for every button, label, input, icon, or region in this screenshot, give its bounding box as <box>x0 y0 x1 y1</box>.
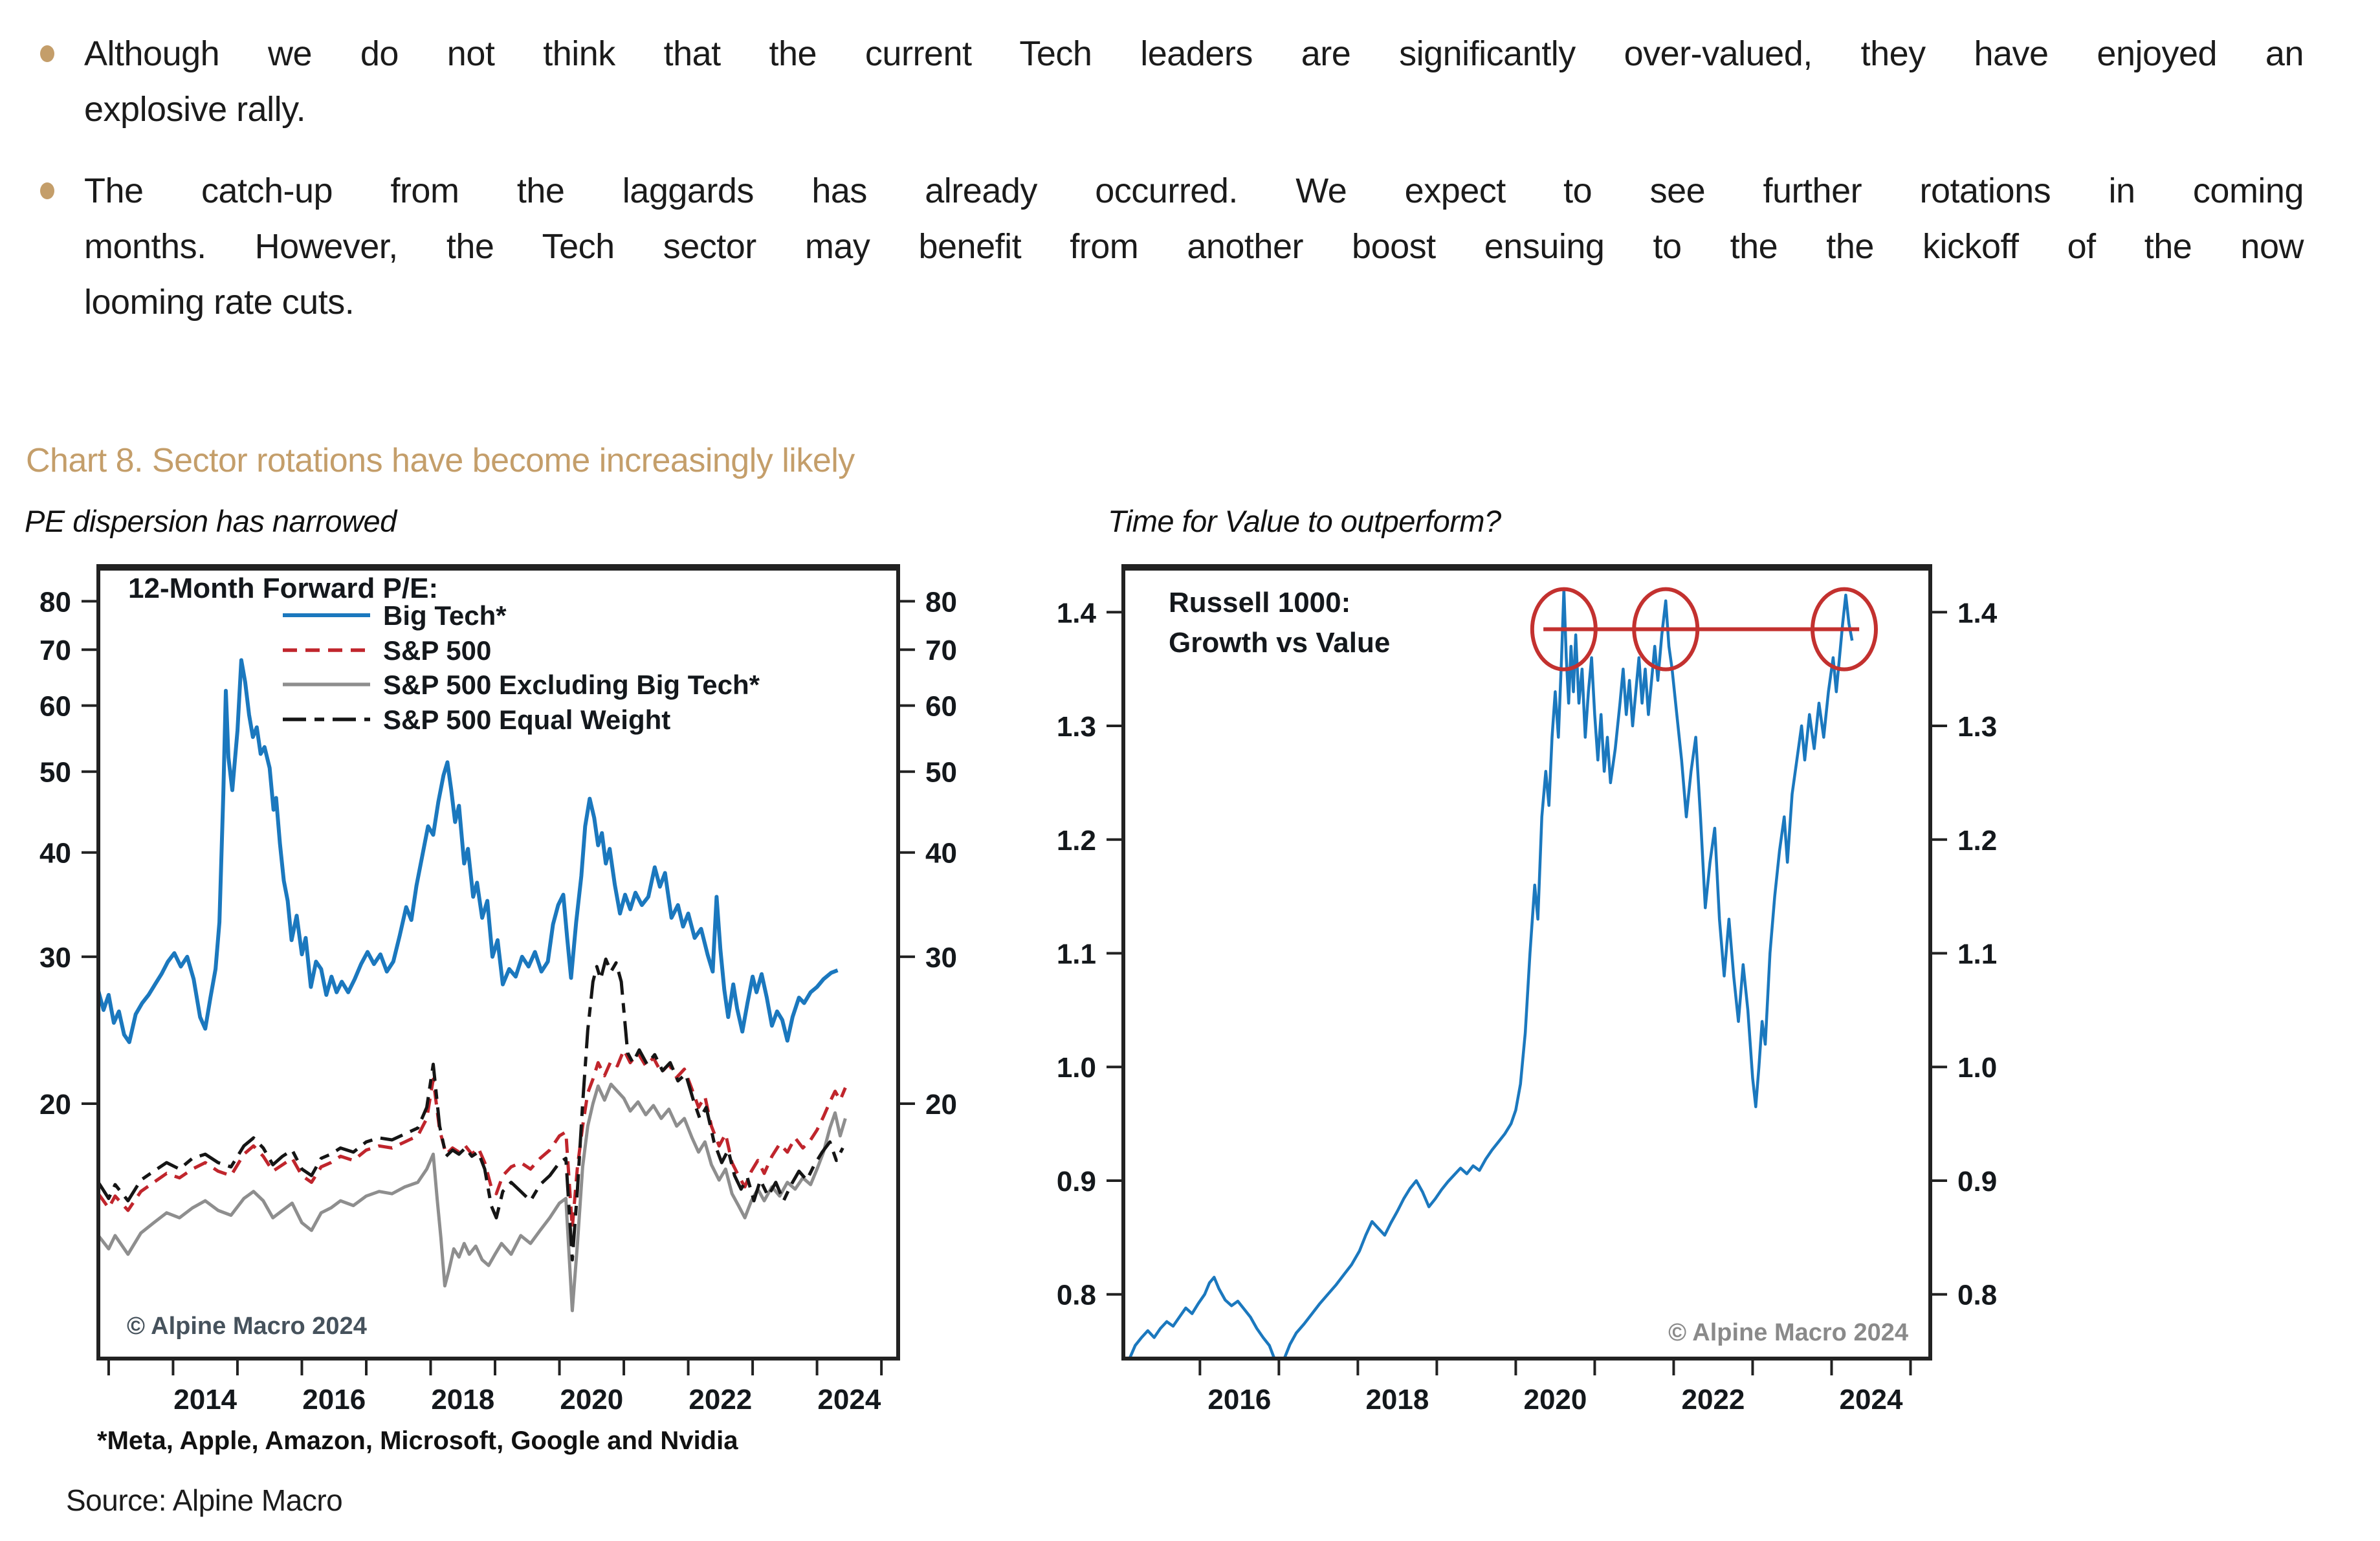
x-tick-label: 2022 <box>689 1384 752 1415</box>
left-chart-copyright: © Alpine Macro 2024 <box>127 1313 367 1340</box>
series-line-russell-1000-growth-vs-value <box>1128 587 1854 1359</box>
y-tick-label-left: 50 <box>39 757 71 789</box>
annotation-circle <box>1632 587 1700 672</box>
y-tick-label-left: 1.4 <box>1057 597 1097 629</box>
y-tick-label-right: 0.8 <box>1957 1280 1997 1311</box>
y-tick-label-left: 1.2 <box>1057 825 1096 857</box>
right-chart-inner-title: Russell 1000: <box>1169 587 1350 618</box>
y-tick-label-left: 0.8 <box>1057 1280 1096 1311</box>
y-tick-label-left: 40 <box>39 838 71 869</box>
x-tick-label: 2016 <box>302 1384 366 1415</box>
x-tick-label: 2020 <box>1523 1384 1587 1415</box>
legend-item-label: S&P 500 <box>383 635 491 666</box>
y-tick-label-right: 0.9 <box>1957 1166 1997 1197</box>
left-chart-inner-title: 12-Month Forward P/E: <box>128 573 438 604</box>
y-tick-label-right: 1.3 <box>1957 711 1997 743</box>
x-tick-label: 2020 <box>560 1384 623 1415</box>
series-group <box>1128 587 1854 1359</box>
series-line-s-p-500 <box>98 1048 847 1230</box>
left-chart-subtitle: PE dispersion has narrowed <box>25 504 397 538</box>
y-tick-label-left: 20 <box>39 1089 71 1120</box>
y-tick-label-left: 1.0 <box>1057 1052 1096 1084</box>
y-tick-label-left: 30 <box>39 942 71 974</box>
chart-frame <box>1121 565 1932 1361</box>
x-tick-label: 2024 <box>817 1384 881 1415</box>
series-line-big-tech <box>98 658 839 1044</box>
y-tick-label-right: 30 <box>925 942 957 974</box>
y-tick-label-right: 50 <box>925 757 957 789</box>
bullet-line: months. However, the Tech sector may ben… <box>84 227 2304 266</box>
y-tick-label-right: 1.1 <box>1957 939 1997 970</box>
y-tick-label-right: 60 <box>925 691 957 723</box>
x-tick-label: 2014 <box>173 1384 237 1415</box>
y-tick-label-left: 0.9 <box>1057 1166 1096 1197</box>
y-tick-label-right: 1.4 <box>1957 597 1998 629</box>
y-tick-label-left: 70 <box>39 635 71 666</box>
y-tick-label-right: 1.2 <box>1957 825 1997 857</box>
chart-section-title: Chart 8. Sector rotations have become in… <box>26 442 855 479</box>
right-chart-subtitle: Time for Value to outperform? <box>1108 504 1501 538</box>
bullet-line: explosive rally. <box>84 90 306 129</box>
annotation-circle <box>1530 587 1598 672</box>
legend-item-label: Big Tech* <box>383 600 507 631</box>
bullet-dot-icon <box>40 182 54 199</box>
legend-item-label: S&P 500 Equal Weight <box>383 705 670 735</box>
y-tick-label-left: 1.1 <box>1057 939 1096 970</box>
source-text: Source: Alpine Macro <box>66 1483 343 1517</box>
right-chart-copyright: © Alpine Macro 2024 <box>1668 1319 1908 1346</box>
x-tick-label: 2024 <box>1840 1384 1903 1415</box>
bullet-line: looming rate cuts. <box>84 283 355 322</box>
bullet-line: The catch-up from the laggards has alrea… <box>84 171 2304 210</box>
series-line-s-p-500-excluding-big-tech <box>98 1082 847 1313</box>
bullet-line: Although we do not think that the curren… <box>84 34 2304 73</box>
y-tick-label-left: 60 <box>39 691 71 723</box>
x-tick-label: 2018 <box>431 1384 494 1415</box>
y-tick-label-right: 70 <box>925 635 957 666</box>
series-group <box>98 658 847 1313</box>
y-tick-label-left: 1.3 <box>1057 711 1096 743</box>
right-chart-inner-title: Growth vs Value <box>1169 627 1390 659</box>
x-tick-label: 2018 <box>1365 1384 1429 1415</box>
legend-item-label: S&P 500 Excluding Big Tech* <box>383 670 760 700</box>
left-chart-footnote: *Meta, Apple, Amazon, Microsoft, Google … <box>97 1426 738 1455</box>
right-chart: 0.8 0.8 0.9 0.9 1.0 1.0 1.1 1.1 1.2 1.2 1.3 1.3 1.4 1… <box>1057 564 1998 1415</box>
y-tick-label-right: 80 <box>925 586 957 618</box>
y-tick-label-right: 40 <box>925 838 957 869</box>
bullet-dot-icon <box>40 45 54 62</box>
y-tick-label-right: 1.0 <box>1957 1052 1997 1084</box>
annotation-circle <box>1811 587 1879 672</box>
series-line-s-p-500-equal-weight <box>98 957 844 1262</box>
x-tick-label: 2022 <box>1682 1384 1745 1415</box>
y-tick-label-left: 80 <box>39 586 71 618</box>
y-tick-label-right: 20 <box>925 1089 957 1120</box>
x-tick-label: 2016 <box>1207 1384 1271 1415</box>
